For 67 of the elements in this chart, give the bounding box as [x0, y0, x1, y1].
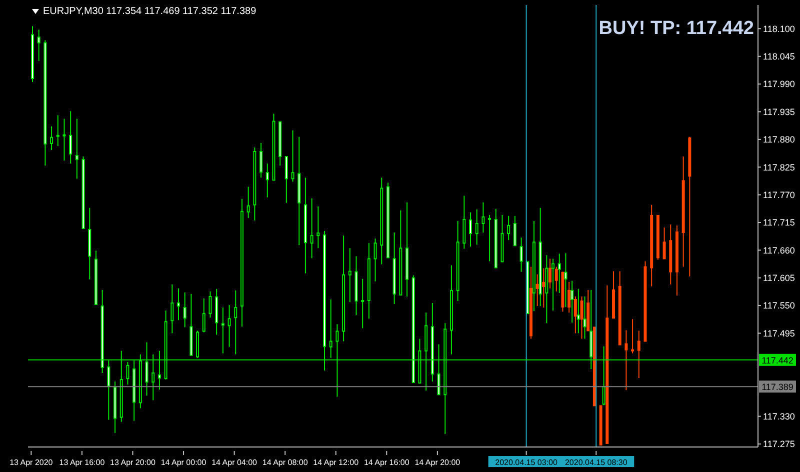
ref-line-label: 117.389	[762, 382, 794, 392]
y-tick-label: 117.880	[763, 134, 795, 145]
y-tick-label: 118.045	[763, 52, 795, 62]
candlestick	[75, 118, 78, 180]
y-tick-label: 117.275	[763, 439, 795, 450]
x-tick-label: 14 Apr 20:00	[414, 458, 461, 467]
candlestick	[513, 215, 516, 246]
candlestick	[316, 206, 320, 249]
candlestick	[62, 118, 66, 162]
x-tick-label: 2020.04.15 03:00	[495, 458, 558, 467]
candlestick	[56, 114, 60, 146]
candlestick	[361, 278, 364, 329]
y-tick-label: 117.330	[763, 411, 795, 422]
x-tick-label: 13 Apr 16:00	[59, 458, 106, 467]
candlestick	[520, 237, 523, 272]
candlestick	[284, 156, 288, 204]
x-tick-label: 14 Apr 16:00	[364, 458, 410, 467]
candlestick	[374, 238, 377, 282]
candlestick	[50, 126, 54, 150]
candlestick	[462, 195, 466, 250]
candlestick	[558, 253, 561, 294]
candlestick	[234, 290, 238, 355]
x-tick-label: 14 Apr 12:00	[313, 458, 360, 467]
y-tick-label: 117.990	[763, 79, 795, 90]
candlestick	[202, 298, 206, 333]
y-tick-label: 117.550	[763, 300, 795, 311]
candlestick	[583, 296, 586, 340]
candlestick	[564, 252, 568, 308]
chart-title: EURJPY,M30 117.354 117.469 117.352 117.389	[43, 6, 256, 17]
candlestick	[208, 290, 212, 318]
y-tick-label: 117.715	[763, 218, 795, 228]
candlestick	[260, 142, 263, 178]
candlestick	[570, 280, 574, 324]
annotation: BUY! TP: 117.442	[598, 18, 754, 40]
candlestick	[291, 130, 294, 182]
x-tick-label: 13 Apr 2020	[10, 458, 54, 467]
x-tick-label: 13 Apr 20:00	[110, 458, 156, 467]
candlestick	[221, 307, 224, 354]
y-tick-label: 117.660	[763, 245, 795, 256]
candlestick	[507, 215, 510, 241]
candlestick	[310, 198, 314, 259]
y-tick-label: 117.770	[763, 190, 795, 200]
y-tick-label: 118.100	[763, 24, 795, 34]
x-tick-label: 2020.04.15 08:30	[564, 458, 628, 467]
y-tick-label: 117.935	[763, 106, 795, 117]
candlestick	[266, 163, 269, 198]
candlestick	[177, 288, 180, 321]
candlestick	[348, 248, 352, 303]
candlestick	[228, 304, 231, 348]
x-tick-label: 14 Apr 00:00	[160, 458, 207, 467]
candlestick	[475, 208, 478, 246]
y-tick-label: 117.825	[763, 162, 795, 172]
y-tick-label: 117.495	[763, 328, 795, 338]
ref-line-label: 117.442	[762, 355, 794, 366]
x-tick-label: 14 Apr 04:00	[212, 458, 258, 467]
candlestick	[37, 29, 40, 62]
candlestick	[246, 186, 250, 218]
candlestick	[482, 202, 485, 234]
x-tick-label: 14 Apr 08:00	[262, 458, 308, 467]
candlestick	[576, 288, 580, 334]
candlestick	[170, 284, 174, 334]
candlestick	[488, 214, 492, 262]
candlestick	[183, 292, 186, 328]
y-tick-label: 117.605	[763, 273, 795, 284]
candlestick	[469, 212, 472, 248]
candlestick	[69, 110, 72, 164]
candlestick	[552, 258, 555, 312]
